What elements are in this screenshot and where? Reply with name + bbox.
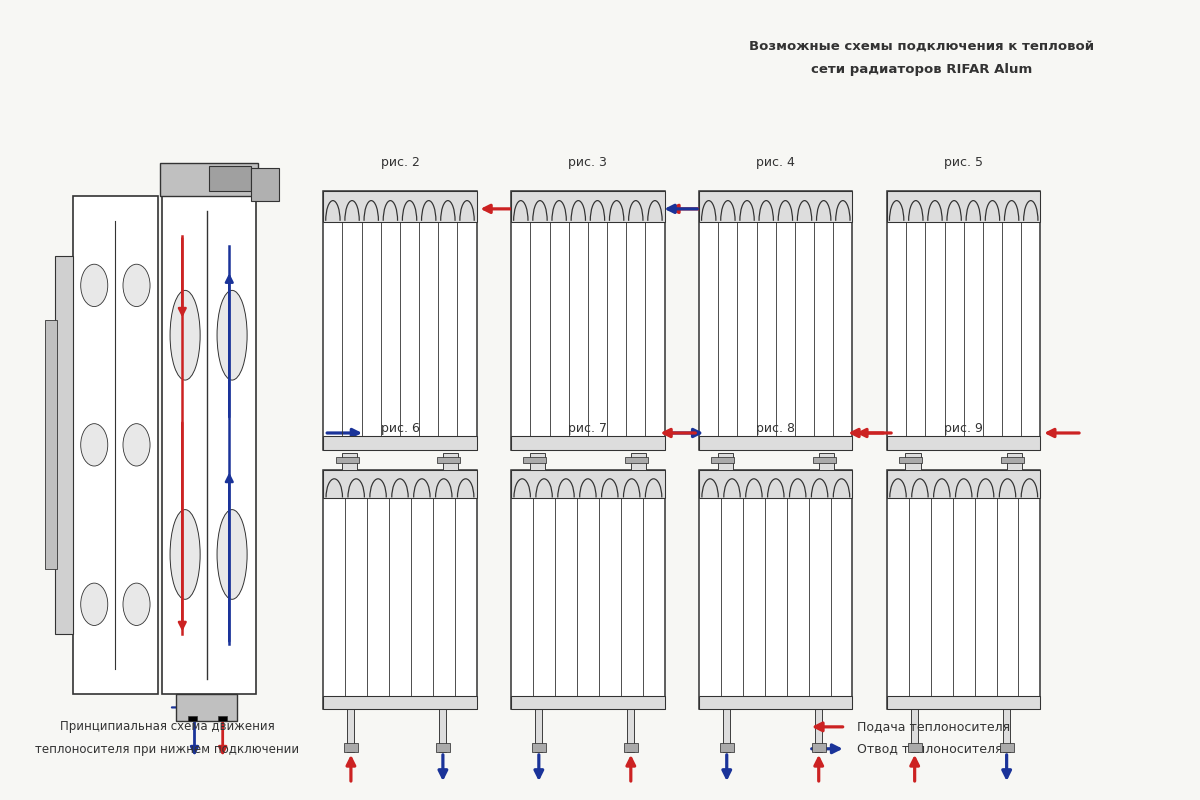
Bar [511,435,665,450]
Text: Возможные схемы подключения к тепловой: Возможные схемы подключения к тепловой [749,40,1094,53]
Bar [535,709,542,752]
Bar [1007,453,1022,470]
Ellipse shape [122,424,150,466]
Bar [218,716,227,722]
Text: Подача теплоносителя: Подача теплоносителя [857,720,1010,734]
Bar [887,470,1040,709]
Bar [700,470,852,709]
Text: сети радиаторов RIFAR Alum: сети радиаторов RIFAR Alum [811,62,1032,76]
Text: рис. 6: рис. 6 [380,422,420,435]
Text: рис. 3: рис. 3 [569,156,607,169]
Bar [1001,458,1024,463]
Text: рис. 5: рис. 5 [944,156,983,169]
Text: рис. 8: рис. 8 [756,422,796,435]
Bar [887,190,1040,450]
Bar [899,458,923,463]
Bar [818,453,834,470]
Ellipse shape [170,290,200,380]
Bar [348,709,354,752]
Bar [887,435,1040,450]
Bar [700,190,852,222]
Ellipse shape [122,583,150,626]
Ellipse shape [80,424,108,466]
Bar [718,453,733,470]
Bar [251,168,280,201]
Bar [209,166,251,190]
Text: рис. 4: рис. 4 [756,156,796,169]
Bar [700,470,852,498]
Bar [625,458,648,463]
Bar [511,190,665,450]
Bar [323,190,476,222]
Bar [323,470,476,709]
Bar [532,743,546,752]
Ellipse shape [170,510,200,599]
Text: теплоносителя при нижнем подключении: теплоносителя при нижнем подключении [35,743,299,756]
Text: Принципиальная схема движения: Принципиальная схема движения [60,720,275,734]
Bar [511,470,665,709]
Bar [439,709,446,752]
Bar [511,470,665,498]
Bar [436,743,450,752]
Bar [443,453,458,470]
Ellipse shape [122,264,150,306]
Text: рис. 2: рис. 2 [380,156,420,169]
Bar [336,458,359,463]
Bar [1003,709,1010,752]
Ellipse shape [80,583,108,626]
Bar [887,470,1040,498]
Bar [323,696,476,709]
Bar [712,458,734,463]
Bar [887,696,1040,709]
Bar [46,320,58,570]
Bar [511,190,665,222]
Bar [812,458,835,463]
Bar [344,743,358,752]
Bar [160,163,258,196]
Bar [323,190,476,450]
Bar [55,255,73,634]
Bar [812,743,826,752]
Bar [724,709,730,752]
Bar [511,696,665,709]
Bar [342,453,358,470]
Ellipse shape [217,510,247,599]
Bar [624,743,637,752]
Ellipse shape [217,290,247,380]
Bar [162,196,256,694]
Bar [628,709,635,752]
Bar [188,716,197,722]
Bar [815,709,822,752]
Bar [907,743,922,752]
Text: Отвод теплоносителя: Отвод теплоносителя [857,742,1003,755]
Bar [887,190,1040,222]
Bar [1000,743,1014,752]
Bar [437,458,460,463]
Bar [700,435,852,450]
Bar [523,458,546,463]
Bar [323,470,476,498]
Bar [906,453,920,470]
Bar [529,453,545,470]
Bar [700,190,852,450]
Bar [700,696,852,709]
Bar [175,694,236,722]
Bar [720,743,733,752]
Text: рис. 7: рис. 7 [569,422,607,435]
Bar [323,435,476,450]
Bar [911,709,918,752]
Bar [73,196,157,694]
Text: рис. 9: рис. 9 [944,422,983,435]
Bar [631,453,646,470]
Ellipse shape [80,264,108,306]
